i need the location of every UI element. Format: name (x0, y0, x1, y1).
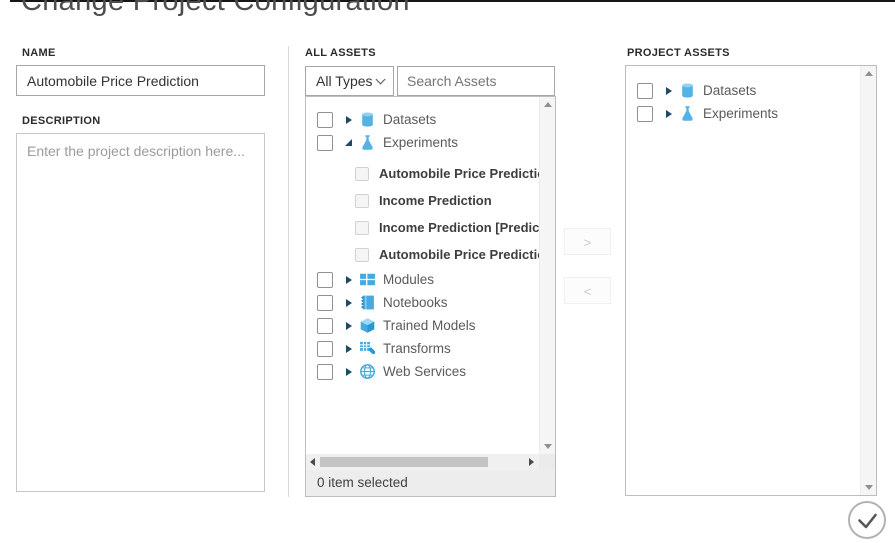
checkbox[interactable] (317, 134, 333, 151)
confirm-button[interactable] (848, 501, 886, 539)
scroll-right-icon[interactable] (529, 458, 534, 466)
checkbox[interactable] (317, 317, 333, 334)
chevron-right-icon[interactable] (342, 344, 355, 353)
vertical-scrollbar[interactable] (539, 97, 555, 454)
all-assets-tree-panel: Datasets Experiments Automobile Price Pr… (305, 96, 556, 497)
page-title: Change Project Configuration (21, 0, 410, 17)
name-label: NAME (22, 47, 56, 59)
project-assets-tree: Datasets Experiments (626, 66, 876, 125)
tree-item-web-services[interactable]: Web Services (306, 360, 539, 383)
chevron-right-icon[interactable] (342, 321, 355, 330)
flask-icon (679, 105, 696, 122)
checkbox[interactable] (317, 363, 333, 380)
chevron-right-icon[interactable] (342, 115, 355, 124)
tree-item-notebooks[interactable]: Notebooks (306, 291, 539, 314)
database-icon (679, 82, 696, 99)
chevron-down-icon (375, 74, 386, 85)
checkbox[interactable] (355, 247, 369, 262)
tree-item-modules[interactable]: Modules (306, 268, 539, 291)
project-assets-label: PROJECT ASSETS (627, 47, 730, 59)
checkbox[interactable] (355, 193, 369, 208)
project-description-textarea[interactable] (16, 133, 265, 492)
scroll-up-icon[interactable] (543, 102, 552, 107)
tree-item-experiments[interactable]: Experiments (306, 131, 539, 154)
checkbox[interactable] (637, 82, 653, 99)
experiments-children: Automobile Price Prediction Income Predi… (306, 160, 539, 268)
tree-item-experiment[interactable]: Automobile Price Prediction [Pre (306, 241, 539, 268)
transform-icon (359, 340, 376, 357)
tree-item-datasets[interactable]: Datasets (626, 79, 876, 102)
tree-item-label: Notebooks (383, 295, 448, 310)
horizontal-scrollbar-thumb[interactable] (320, 457, 488, 467)
description-label: DESCRIPTION (22, 115, 101, 127)
checkbox[interactable] (637, 105, 653, 122)
remove-from-project-button[interactable]: < (564, 277, 611, 304)
checkbox[interactable] (317, 111, 333, 128)
checkbox[interactable] (317, 340, 333, 357)
database-icon (359, 111, 376, 128)
checkmark-icon (850, 503, 884, 537)
tree-item-label: Trained Models (383, 318, 476, 333)
project-name-input[interactable] (16, 65, 265, 96)
checkbox[interactable] (317, 271, 333, 288)
tree-item-label: Experiments (383, 135, 459, 150)
tree-item-label: Modules (383, 272, 435, 287)
tree-item-label: Web Services (383, 364, 467, 379)
cube-icon (359, 317, 376, 334)
scroll-down-icon[interactable] (543, 444, 552, 449)
globe-icon (359, 363, 376, 380)
modules-icon (359, 271, 376, 288)
notebook-icon (359, 294, 376, 311)
tree-item-datasets[interactable]: Datasets (306, 108, 539, 131)
tree-item-label: Automobile Price Prediction (379, 166, 539, 181)
scroll-left-icon[interactable] (310, 458, 315, 466)
scroll-up-icon[interactable] (864, 71, 873, 76)
search-assets-input[interactable] (397, 66, 555, 96)
scrollbar-corner (539, 454, 555, 470)
tree-item-label: Datasets (383, 112, 437, 127)
chevron-right-icon[interactable] (662, 86, 675, 95)
chevron-right-icon[interactable] (342, 298, 355, 307)
tree-item-experiment[interactable]: Income Prediction (306, 187, 539, 214)
tree-item-label: Datasets (703, 83, 757, 98)
vertical-scrollbar[interactable] (860, 66, 876, 495)
horizontal-scrollbar[interactable] (306, 454, 539, 470)
tree-item-label: Transforms (383, 341, 451, 356)
tree-item-trained-models[interactable]: Trained Models (306, 314, 539, 337)
selection-status: 0 item selected (306, 470, 555, 496)
flask-icon (359, 134, 376, 151)
tree-item-experiments[interactable]: Experiments (626, 102, 876, 125)
chevron-right-icon[interactable] (662, 109, 675, 118)
tree-item-transforms[interactable]: Transforms (306, 337, 539, 360)
type-filter-dropdown[interactable]: All Types (305, 66, 394, 96)
scroll-down-icon[interactable] (864, 485, 873, 490)
dialog-top-border (10, 0, 895, 2)
all-assets-tree: Datasets Experiments Automobile Price Pr… (306, 97, 539, 465)
tree-item-experiment[interactable]: Automobile Price Prediction (306, 160, 539, 187)
project-assets-tree-panel: Datasets Experiments (625, 65, 877, 496)
chevron-expanded-icon[interactable] (342, 139, 355, 146)
page-title-container: Change Project Configuration (21, 0, 581, 21)
add-to-project-button[interactable]: > (564, 228, 611, 255)
all-assets-label: ALL ASSETS (305, 47, 376, 59)
checkbox[interactable] (317, 294, 333, 311)
tree-item-label: Automobile Price Prediction [Pre (379, 247, 539, 262)
checkbox[interactable] (355, 220, 369, 235)
chevron-right-icon[interactable] (342, 275, 355, 284)
chevron-right-icon[interactable] (342, 367, 355, 376)
column-divider (288, 46, 289, 497)
tree-item-label: Experiments (703, 106, 779, 121)
checkbox[interactable] (355, 166, 369, 181)
tree-item-experiment[interactable]: Income Prediction [Predictive Exp (306, 214, 539, 241)
type-filter-value: All Types (316, 73, 373, 89)
tree-item-label: Income Prediction (379, 193, 492, 208)
tree-item-label: Income Prediction [Predictive Exp (379, 220, 539, 235)
